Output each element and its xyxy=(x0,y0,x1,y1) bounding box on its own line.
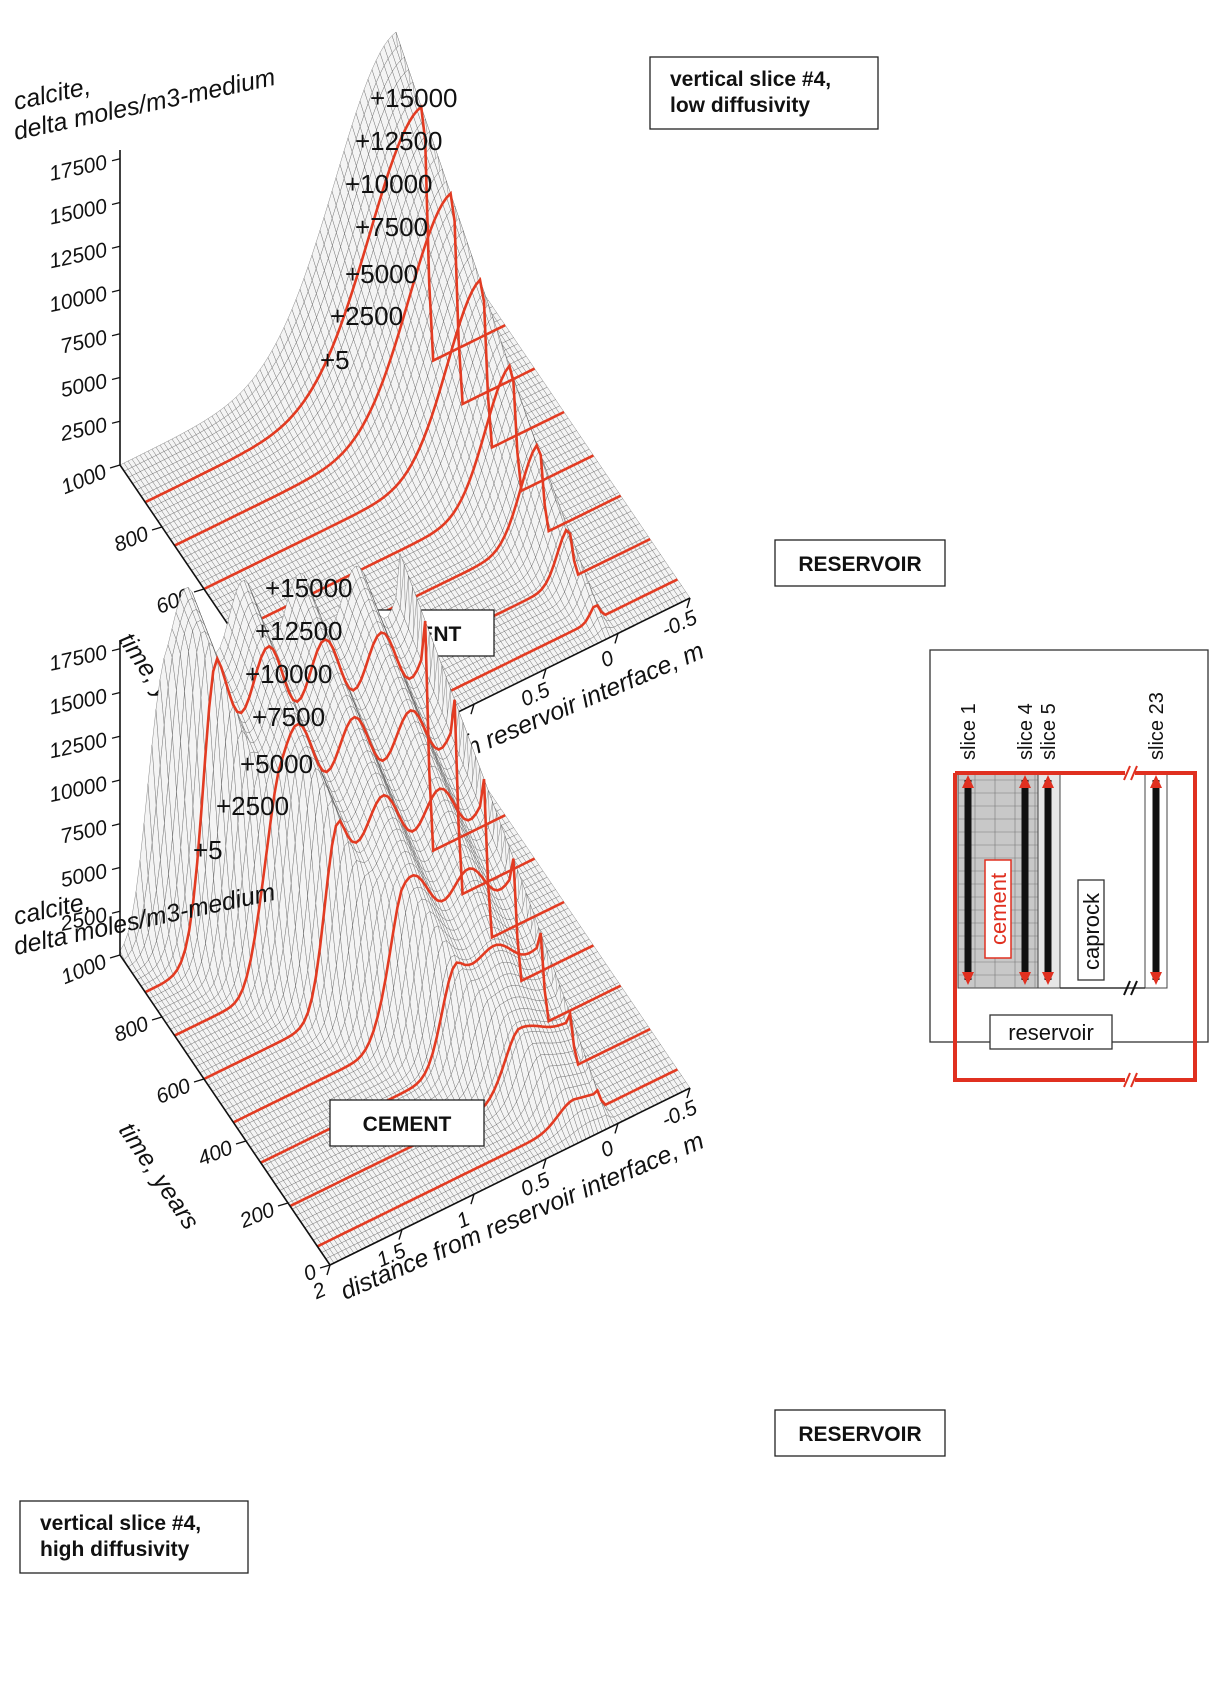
surface-plot-low-diffusivity: +15000 +12500 +10000 +7500 +5000 +2500 +5 2500 5… xyxy=(11,31,946,816)
time-tick-mark xyxy=(109,464,121,469)
distance-tick-label: -0.5 xyxy=(658,606,701,642)
title-line: low diffusivity xyxy=(670,94,810,117)
contour-level-label: +5000 xyxy=(345,259,418,289)
z-tick-label: 17500 xyxy=(47,151,109,186)
contour-level-label: +12500 xyxy=(355,126,442,156)
time-tick-mark xyxy=(151,526,163,531)
z-tick-mark xyxy=(111,201,121,206)
z-tick-label: 7500 xyxy=(59,326,110,358)
z-tick-label: 10000 xyxy=(47,282,109,317)
surface-plot-high-diffusivity: +15000+12500+10000+7500+5000+2500+525005… xyxy=(11,553,946,1574)
time-tick-label: 1000 xyxy=(58,460,110,499)
z-tick-label: 2500 xyxy=(58,414,110,446)
title-line: vertical slice #4, xyxy=(670,68,831,91)
z-tick-label: 15000 xyxy=(47,195,109,230)
z-tick-mark xyxy=(111,376,121,381)
z-tick-mark xyxy=(111,158,121,162)
time-tick-label: 800 xyxy=(111,522,152,557)
contour-level-label: +7500 xyxy=(355,212,428,242)
z-tick-label: 12500 xyxy=(47,239,109,274)
z-tick-mark xyxy=(111,245,121,249)
z-tick-mark xyxy=(111,289,121,293)
z-tick-mark xyxy=(111,333,121,337)
time-tick-mark xyxy=(193,588,205,593)
z-tick-label: 5000 xyxy=(59,370,110,402)
contour-level-label: +5 xyxy=(320,345,350,375)
reservoir-label: RESERVOIR xyxy=(798,553,921,576)
z-tick-mark xyxy=(111,420,121,424)
contour-level-label: +10000 xyxy=(345,169,432,199)
distance-tick-label: 0 xyxy=(597,646,617,672)
contour-level-label: +2500 xyxy=(330,301,403,331)
contour-level-label: +15000 xyxy=(370,83,457,113)
